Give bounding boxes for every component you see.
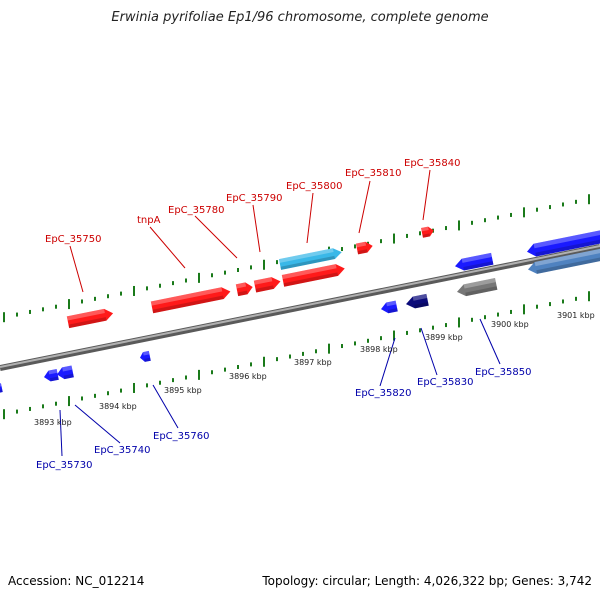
leader-line — [420, 327, 438, 376]
accession-text: Accession: NC_012214 — [8, 574, 145, 588]
gene-epc-35750[interactable] — [66, 307, 114, 329]
gene-label-epc-35790[interactable]: EpC_35790 — [226, 193, 282, 204]
gene-label-epc-35810[interactable]: EpC_35810 — [345, 168, 401, 179]
gene-features — [0, 226, 600, 393]
leader-line — [252, 204, 261, 253]
leader-line — [422, 169, 431, 221]
gene-epc-35820[interactable] — [380, 300, 398, 315]
gene-label-epc-35730[interactable]: EpC_35730 — [36, 460, 92, 471]
gene-tnpa[interactable] — [150, 286, 232, 314]
topology-text: Topology: circular; Length: 4,026,322 bp… — [262, 574, 592, 588]
gene-label-epc-35800[interactable]: EpC_35800 — [286, 181, 342, 192]
gene-label-epc-35840[interactable]: EpC_35840 — [404, 158, 460, 169]
leader-line — [69, 245, 84, 293]
gene-epc-35740[interactable] — [56, 365, 74, 380]
gene-label-epc-35850[interactable]: EpC_35850 — [475, 367, 531, 378]
gene-label-epc-35780[interactable]: EpC_35780 — [168, 205, 224, 216]
forward-tick-track — [3, 194, 590, 323]
kbp-label: 3896 kbp — [229, 372, 267, 381]
kbp-label: 3894 kbp — [99, 402, 137, 411]
leader-line — [59, 409, 63, 457]
reverse-tick-track — [3, 291, 590, 420]
kbp-label: 3901 kbp — [557, 311, 595, 320]
kbp-label: 3899 kbp — [425, 333, 463, 342]
gene-label-epc-35750[interactable]: EpC_35750 — [45, 234, 101, 245]
leader-line — [152, 384, 179, 429]
leader-line — [358, 180, 371, 234]
leader-line — [149, 226, 186, 269]
kbp-label: 3893 kbp — [34, 418, 72, 427]
gene-reverse-upper[interactable] — [454, 252, 494, 272]
gene-rna-feature[interactable] — [278, 247, 343, 270]
gene-reverse-long[interactable] — [526, 229, 600, 259]
leader-line — [379, 337, 396, 387]
genome-backbone-highlight — [0, 245, 600, 368]
kbp-label: 3900 kbp — [491, 320, 529, 329]
gene-label-epc-35830[interactable]: EpC_35830 — [417, 377, 473, 388]
gene-label-epc-35740[interactable]: EpC_35740 — [94, 445, 150, 456]
gene-epc-35790[interactable] — [253, 276, 282, 293]
gene-steel-feature[interactable] — [527, 247, 600, 276]
gene-epc-35830[interactable] — [405, 293, 429, 310]
kbp-label: 3895 kbp — [164, 386, 202, 395]
genome-title: Erwinia pyrifoliae Ep1/96 chromosome, co… — [111, 10, 489, 25]
gene-label-tnpa[interactable]: tnpA — [137, 215, 161, 226]
leader-line — [306, 192, 314, 244]
gene-left-edge[interactable] — [0, 383, 3, 393]
gene-epc-35810[interactable] — [355, 240, 374, 255]
leader-line — [479, 318, 501, 365]
gene-label-epc-35760[interactable]: EpC_35760 — [153, 431, 209, 442]
label-leader-lines — [59, 169, 501, 457]
gene-epc-35850[interactable] — [456, 278, 498, 298]
gene-epc-35780[interactable] — [235, 281, 254, 297]
kbp-label: 3898 kbp — [360, 345, 398, 354]
gene-epc-35800[interactable] — [281, 263, 346, 287]
gene-epc-35840[interactable] — [421, 226, 435, 238]
gene-label-epc-35820[interactable]: EpC_35820 — [355, 388, 411, 399]
gene-epc-35730[interactable] — [43, 368, 59, 383]
kbp-label: 3897 kbp — [294, 358, 332, 367]
leader-line — [194, 215, 238, 259]
gene-epc-35760[interactable] — [139, 350, 151, 363]
leader-line — [74, 404, 121, 444]
